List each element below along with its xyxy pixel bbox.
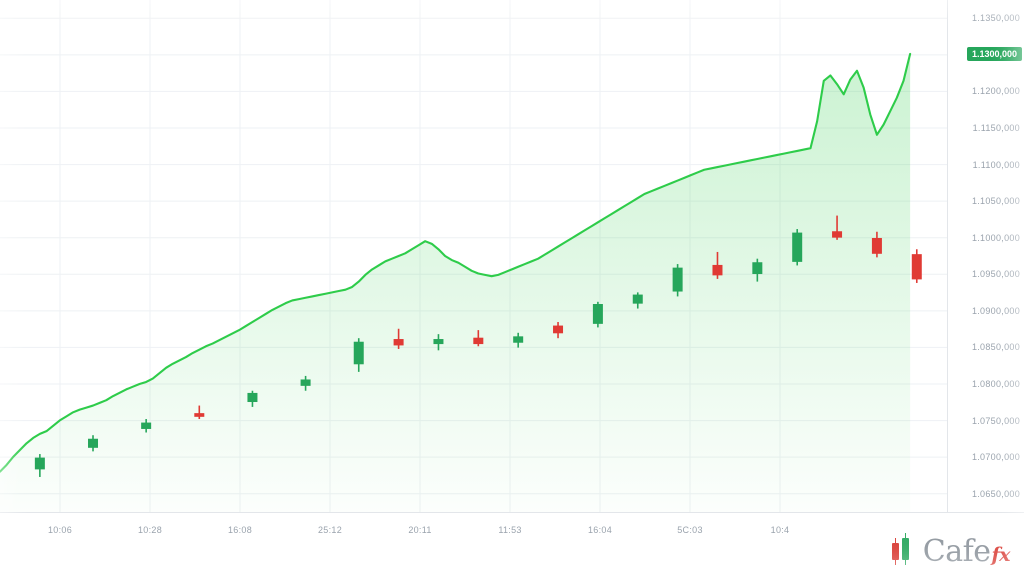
price-axis[interactable]: 1.1350,0001.1250,0001.1200,0001.1150,000… [947,0,1024,512]
price-tick: 1.1350,000 [971,13,1020,24]
time-tick: 16:08 [227,525,253,535]
time-tick: 10:06 [47,525,73,535]
price-tick: 1.1050,000 [971,196,1020,207]
last-price-badge: 1.1300,000 [966,46,1022,61]
time-tick: 16:04 [587,525,613,535]
watermark-suffix: fx [991,544,1010,566]
time-tick: 10:4 [770,525,790,535]
time-tick: 5C:03 [677,525,703,535]
price-tick: 1.0900,000 [971,305,1020,316]
price-tick: 1.1200,000 [971,86,1020,97]
price-tick: 1.1150,000 [972,123,1020,133]
price-tick: 1.0700,000 [971,452,1020,463]
candlestick-series [34,215,922,477]
time-tick: 11:53 [498,525,522,535]
time-tick: 25:12 [317,525,343,535]
price-tick: 1.0850,000 [971,342,1020,353]
price-tick: 1.1100,000 [972,159,1020,170]
price-tick: 1.0800,000 [971,379,1020,389]
watermark-text: Cafe fx [922,534,1011,569]
price-area-fill [0,53,911,512]
price-chart[interactable] [0,0,950,512]
candlestick-logo-icon [891,532,917,569]
watermark-brand: Cafe [922,534,991,569]
price-tick: 1.0650,000 [971,488,1020,499]
chart-plot [0,52,922,512]
price-tick: 1.0950,000 [971,269,1020,280]
watermark: Cafe fx [891,532,1011,569]
price-tick: 1.1000,000 [971,232,1020,243]
time-tick: 10:28 [137,525,163,535]
price-tick: 1.0750,000 [971,415,1020,426]
time-axis[interactable]: 10:06 10:28 16:08 25:12 20:11 11:53 16:04 5C:03… [0,512,1024,575]
time-tick: 20:11 [408,525,432,535]
price-line [0,52,912,473]
